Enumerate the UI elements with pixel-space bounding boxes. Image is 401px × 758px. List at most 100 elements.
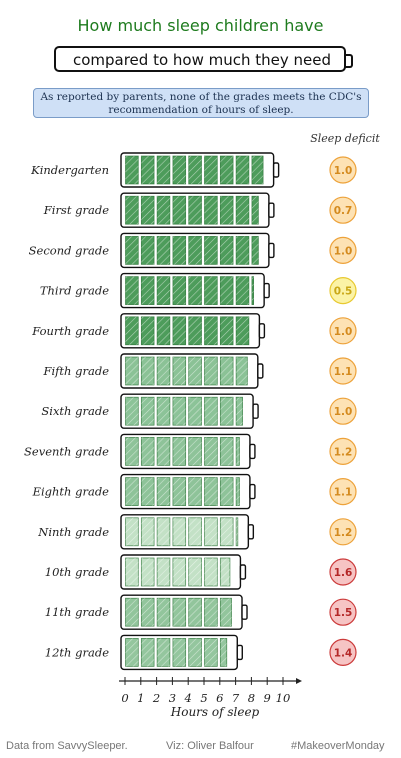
deficit-circle bbox=[329, 277, 357, 305]
bar-cell-hatch bbox=[204, 316, 218, 345]
category-label: Kindergarten bbox=[30, 163, 109, 177]
footer-credit: Viz: Oliver Balfour bbox=[166, 740, 254, 752]
bar-cell-hatch bbox=[220, 156, 234, 184]
x-tick-label: 2 bbox=[152, 691, 160, 705]
bar-cell-hatch bbox=[204, 276, 218, 305]
category-label: Eighth grade bbox=[32, 485, 110, 499]
battery-cap bbox=[249, 483, 256, 500]
bar-cell-hatch bbox=[220, 517, 234, 546]
bar-cell-hatch bbox=[204, 236, 218, 265]
bar-cell-hatch bbox=[220, 236, 234, 265]
deficit-label: 0.7 bbox=[334, 205, 353, 217]
bar-cell-hatch bbox=[236, 357, 248, 385]
bar-row: Kindergarten 1.0 bbox=[30, 152, 357, 188]
bar-cell-hatch bbox=[236, 517, 238, 546]
bar-cell-hatch bbox=[157, 196, 170, 225]
deficit-label: 1.1 bbox=[334, 366, 353, 378]
deficit-circle bbox=[329, 437, 357, 465]
bar-cell-hatch bbox=[157, 598, 170, 627]
deficit-circle bbox=[329, 518, 357, 546]
bar-cell-hatch bbox=[157, 477, 170, 506]
deficit-label: 1.0 bbox=[334, 245, 353, 257]
bar-cell-hatch bbox=[172, 357, 186, 385]
deficit-label: 1.1 bbox=[334, 487, 353, 499]
bar-cell-hatch bbox=[204, 437, 218, 466]
bar-cell-hatch bbox=[188, 196, 202, 225]
x-axis-label: Hours of sleep bbox=[170, 705, 260, 719]
bar-cell-hatch bbox=[236, 196, 249, 225]
bar-row: 11th grade 1.5 bbox=[45, 594, 357, 630]
bar-cell-hatch bbox=[141, 357, 155, 385]
category-label: 10th grade bbox=[45, 565, 109, 579]
bar-cell-hatch bbox=[220, 357, 234, 385]
bar-cell-hatch bbox=[188, 236, 202, 265]
bar-cell-hatch bbox=[172, 397, 186, 426]
deficit-label: 1.2 bbox=[334, 527, 353, 539]
bar-cell-hatch bbox=[141, 397, 155, 426]
deficit-label: 1.4 bbox=[334, 647, 353, 659]
battery-cap bbox=[239, 564, 247, 580]
battery-cap bbox=[263, 282, 270, 299]
deficit-label: 1.6 bbox=[334, 567, 353, 579]
bar-cell-hatch bbox=[236, 156, 249, 184]
bar-cell-hatch bbox=[204, 598, 218, 627]
bar-cell-hatch bbox=[141, 558, 155, 586]
chart-title-line2: compared to how much they need bbox=[72, 51, 332, 69]
bar-cell-hatch bbox=[251, 156, 264, 184]
x-tick-label: 9 bbox=[264, 691, 271, 705]
deficit-circle bbox=[329, 558, 357, 586]
bar-cell-hatch bbox=[172, 437, 186, 466]
bar-cell-hatch bbox=[172, 236, 186, 265]
bar-cell-hatch bbox=[157, 236, 170, 265]
battery-cap bbox=[268, 202, 275, 218]
bar-row: Fourth grade 1.0 bbox=[31, 313, 357, 349]
deficit-circle bbox=[329, 397, 357, 425]
bar-row: Eighth grade 1.1 bbox=[32, 473, 357, 510]
bar-cell-hatch bbox=[236, 477, 240, 506]
bar-cell-hatch bbox=[125, 236, 139, 265]
category-label: Third grade bbox=[40, 284, 109, 298]
category-label: 12th grade bbox=[45, 645, 109, 659]
x-tick-label: 0 bbox=[121, 691, 128, 705]
category-label: Fifth grade bbox=[43, 364, 110, 378]
bar-cell-hatch bbox=[220, 397, 234, 426]
bar-cell-hatch bbox=[157, 357, 170, 385]
bar-cell-hatch bbox=[157, 156, 170, 184]
x-tick-label: 7 bbox=[232, 691, 240, 705]
bar-cell-hatch bbox=[125, 276, 139, 305]
battery-cap bbox=[268, 242, 275, 259]
bar-cell-hatch bbox=[172, 638, 186, 667]
deficit-label: 1.5 bbox=[334, 607, 353, 619]
bar-cell-hatch bbox=[157, 397, 170, 426]
bar-cell-hatch bbox=[251, 276, 254, 305]
bar-cell-hatch bbox=[220, 437, 234, 466]
bar-cell-hatch bbox=[157, 437, 170, 466]
bar-row: First grade 0.7 bbox=[43, 192, 357, 228]
bar-cell-hatch bbox=[236, 397, 243, 426]
bar-cell-hatch bbox=[220, 276, 234, 305]
bar-cell-hatch bbox=[157, 638, 170, 667]
bar-cell-hatch bbox=[141, 276, 155, 305]
bar-cell-hatch bbox=[220, 477, 234, 506]
deficit-circle bbox=[329, 638, 357, 667]
bar-cell-hatch bbox=[188, 437, 202, 466]
x-tick-label: 5 bbox=[200, 691, 207, 705]
bar-cell-hatch bbox=[204, 477, 218, 506]
bar-cell-hatch bbox=[141, 517, 155, 546]
bar-cell-hatch bbox=[204, 357, 218, 385]
bar-cell-hatch bbox=[157, 558, 170, 586]
bar-cell-hatch bbox=[236, 437, 240, 466]
bar-cell-hatch bbox=[141, 437, 155, 466]
title-battery-frame: compared to how much they need bbox=[54, 46, 353, 72]
bar-cell-hatch bbox=[172, 558, 186, 586]
bar-row: Third grade 0.5 bbox=[40, 272, 357, 309]
bar-cell-hatch bbox=[204, 558, 218, 586]
bar-cell-hatch bbox=[188, 156, 202, 184]
deficit-header: Sleep deficit bbox=[310, 132, 380, 145]
bar-cell-hatch bbox=[157, 276, 170, 305]
deficit-circle bbox=[329, 317, 357, 345]
bar-cell-hatch bbox=[188, 357, 202, 385]
x-tick-label: 3 bbox=[169, 691, 176, 705]
bar-cell-hatch bbox=[188, 638, 202, 667]
bar-row: Ninth grade 1.2 bbox=[37, 514, 357, 550]
